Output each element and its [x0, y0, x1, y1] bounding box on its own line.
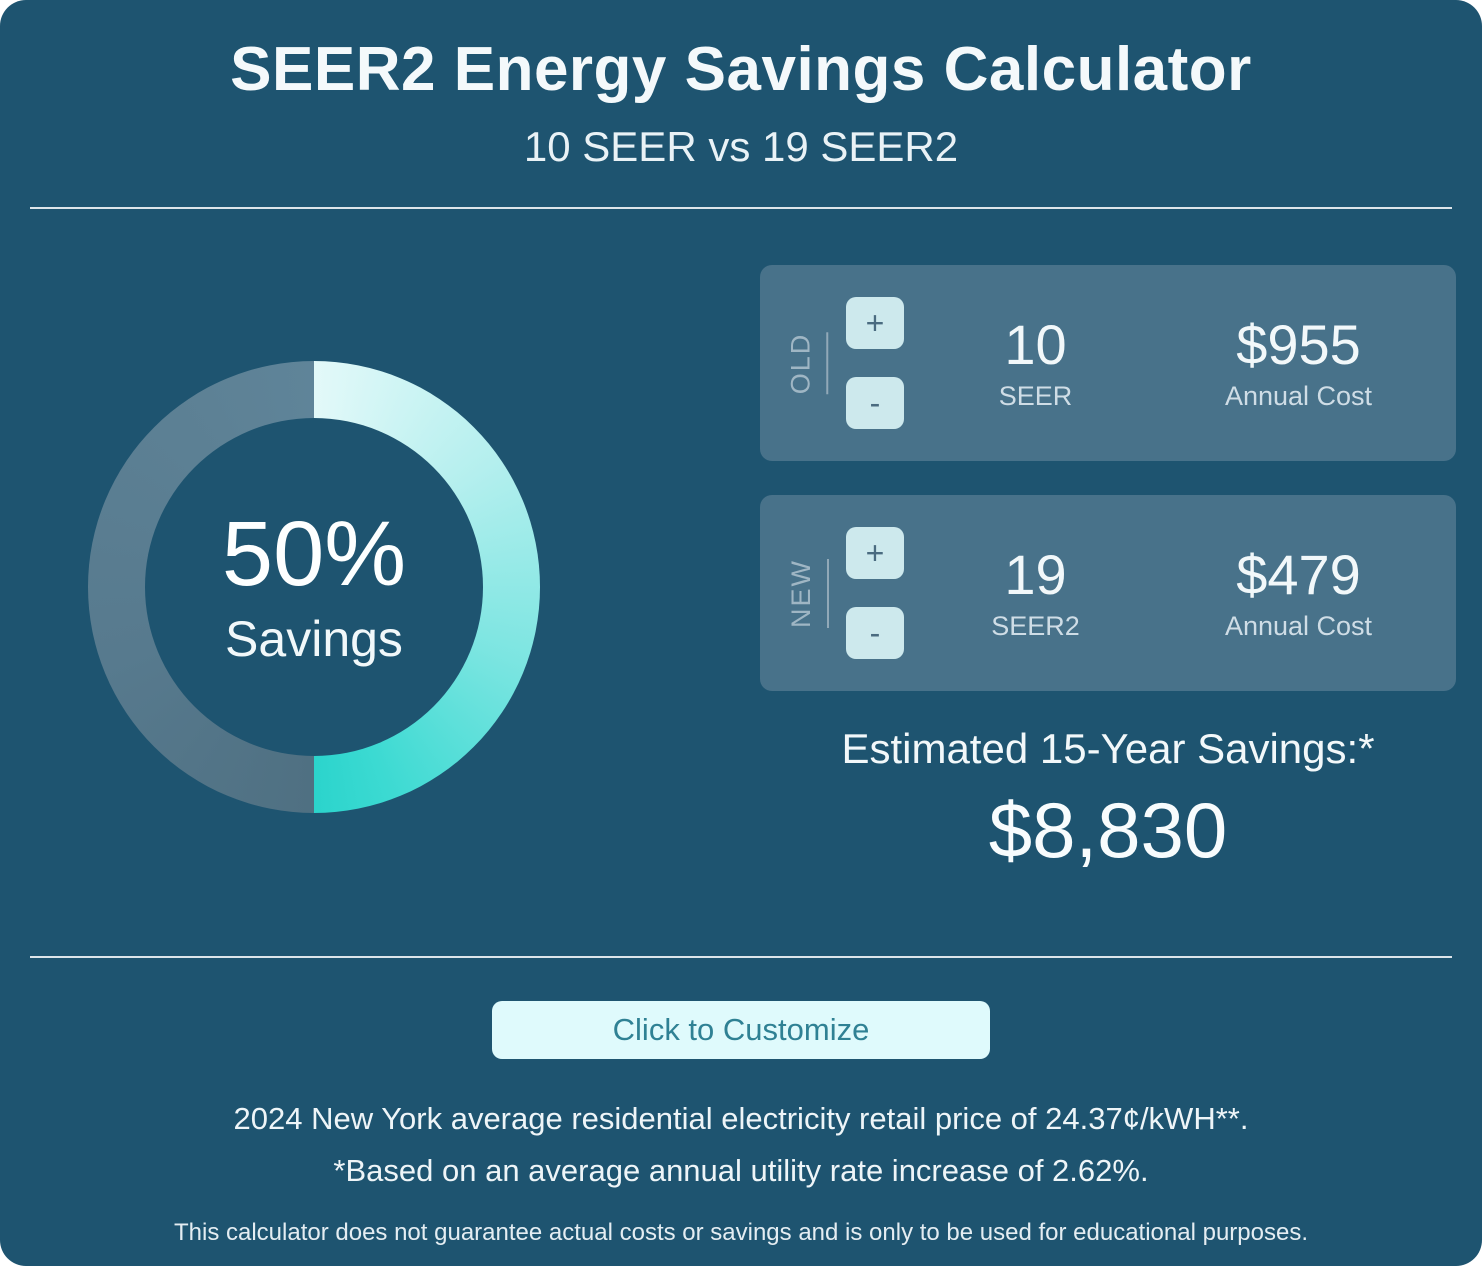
page-title: SEER2 Energy Savings Calculator: [230, 35, 1252, 104]
disclaimer-text: This calculator does not guarantee actua…: [173, 1219, 1308, 1246]
old-seer-label: SEER: [998, 381, 1073, 412]
controls-column: OLD + - 10 SEER $955 Annual Cost NEW: [760, 265, 1456, 876]
new-seer-increase-button[interactable]: +: [846, 527, 904, 579]
top-divider: [30, 207, 1452, 209]
rate-increase-note: *Based on an average annual utility rate…: [333, 1153, 1149, 1188]
new-seer-decrease-button[interactable]: -: [846, 607, 904, 659]
page-subtitle: 10 SEER vs 19 SEER2: [523, 123, 959, 170]
old-seer-value: 10: [1004, 312, 1067, 376]
new-annual-cost-block: $479 Annual Cost: [1167, 544, 1430, 643]
new-tag-wrap: NEW: [774, 495, 840, 691]
old-label: OLD: [785, 332, 829, 394]
savings-percent-label: Savings: [225, 611, 403, 668]
savings-percent-value: 50%: [221, 502, 407, 605]
old-annual-cost-block: $955 Annual Cost: [1167, 314, 1430, 413]
new-unit-panel: NEW + - 19 SEER2 $479 Annual Cost: [760, 495, 1456, 691]
old-seer-decrease-button[interactable]: -: [846, 377, 904, 429]
old-annual-cost-value: $955: [1236, 312, 1361, 376]
old-seer-increase-button[interactable]: +: [846, 297, 904, 349]
new-annual-cost-value: $479: [1236, 542, 1361, 606]
electricity-price-note: 2024 New York average residential electr…: [233, 1101, 1249, 1136]
new-seer-label: SEER2: [991, 611, 1080, 642]
savings-donut-chart: 50% Savings: [88, 361, 540, 813]
main-content: 50% Savings OLD + - 10 SEER $955: [0, 209, 1482, 876]
old-tag-wrap: OLD: [774, 265, 840, 461]
old-annual-cost-label: Annual Cost: [1224, 381, 1373, 412]
new-label: NEW: [785, 558, 829, 628]
old-seer-stepper: + -: [846, 297, 904, 429]
donut-center: 50% Savings: [145, 418, 483, 756]
new-seer-stepper: + -: [846, 527, 904, 659]
old-seer-value-block: 10 SEER: [904, 314, 1167, 413]
new-annual-cost-label: Annual Cost: [1224, 611, 1373, 642]
fifteen-year-savings-label: Estimated 15-Year Savings:*: [841, 725, 1375, 772]
bottom-divider: [30, 956, 1452, 958]
new-seer-value-block: 19 SEER2: [904, 544, 1167, 643]
new-seer-value: 19: [1004, 542, 1067, 606]
customize-button[interactable]: Click to Customize: [492, 1001, 990, 1059]
old-unit-panel: OLD + - 10 SEER $955 Annual Cost: [760, 265, 1456, 461]
fifteen-year-savings-value: $8,830: [988, 786, 1228, 874]
